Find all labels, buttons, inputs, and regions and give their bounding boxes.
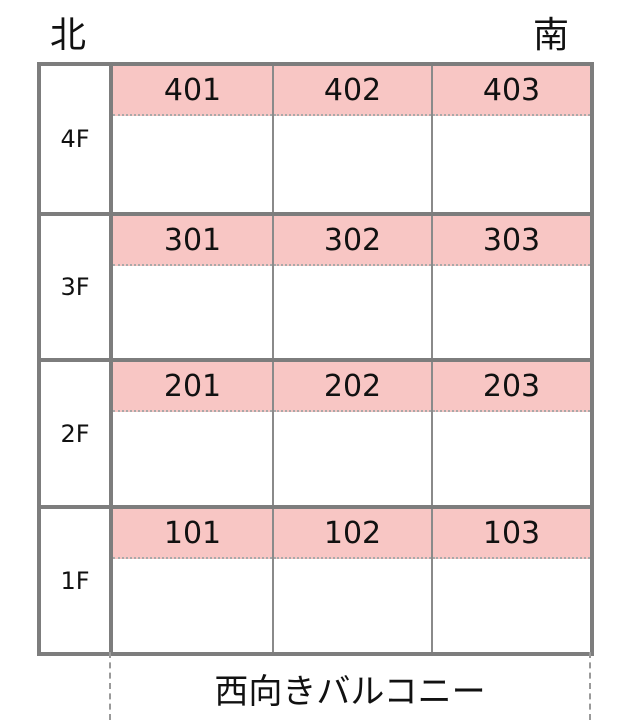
- room-number: 302: [274, 216, 431, 266]
- room: 301: [113, 216, 274, 358]
- room: 102: [274, 509, 433, 652]
- floor-2: 2F 201 202 203: [41, 362, 590, 509]
- room: 202: [274, 362, 433, 505]
- room-number: 301: [113, 216, 272, 266]
- room-number: 101: [113, 509, 272, 559]
- room-number: 102: [274, 509, 431, 559]
- floor-label: 4F: [41, 66, 113, 212]
- floor-3: 3F 301 302 303: [41, 216, 590, 362]
- balcony-left-edge: [109, 652, 111, 720]
- room: 401: [113, 66, 274, 212]
- room: 402: [274, 66, 433, 212]
- room: 303: [433, 216, 590, 358]
- room-number: 303: [433, 216, 590, 266]
- balcony-label: 西向きバルコニー: [214, 672, 486, 712]
- room-number: 401: [113, 66, 272, 116]
- room-number: 203: [433, 362, 590, 412]
- room-number: 103: [433, 509, 590, 559]
- floor-1: 1F 101 102 103: [41, 509, 590, 652]
- room: 101: [113, 509, 274, 652]
- room-number: 402: [274, 66, 431, 116]
- floor-label: 2F: [41, 362, 113, 505]
- room-number: 202: [274, 362, 431, 412]
- balcony-right-edge: [589, 652, 591, 720]
- south-label: 南: [533, 15, 570, 56]
- room: 201: [113, 362, 274, 505]
- floor-label: 1F: [41, 509, 113, 652]
- room: 103: [433, 509, 590, 652]
- room: 302: [274, 216, 433, 358]
- room: 203: [433, 362, 590, 505]
- room-number: 201: [113, 362, 272, 412]
- north-label: 北: [50, 15, 87, 56]
- room-number: 403: [433, 66, 590, 116]
- room: 403: [433, 66, 590, 212]
- floor-label: 3F: [41, 216, 113, 358]
- floor-4: 4F 401 402 403: [41, 66, 590, 216]
- building-floor-plan: 4F 401 402 403 3F 301 302 303 2F 201 202…: [37, 62, 594, 656]
